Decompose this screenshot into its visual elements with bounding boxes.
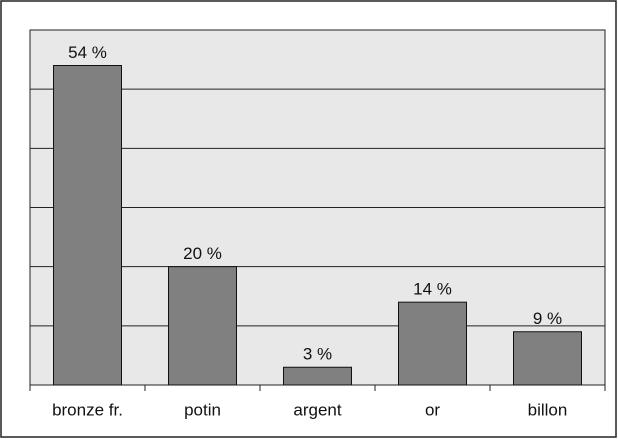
- bar: [513, 331, 582, 386]
- value-label: 9 %: [533, 309, 562, 328]
- bar: [398, 301, 467, 386]
- bar: [53, 65, 122, 386]
- value-label: 3 %: [303, 345, 332, 364]
- value-label: 54 %: [68, 43, 107, 62]
- value-label: 14 %: [413, 280, 452, 299]
- x-tick-label: bronze fr.: [52, 400, 123, 419]
- x-tick-label: billon: [528, 400, 568, 419]
- value-label: 20 %: [183, 244, 222, 263]
- bar: [283, 366, 352, 386]
- x-tick-label: potin: [184, 400, 221, 419]
- x-tick-label: or: [425, 400, 440, 419]
- x-tick-label: argent: [293, 400, 341, 419]
- bar: [168, 266, 237, 386]
